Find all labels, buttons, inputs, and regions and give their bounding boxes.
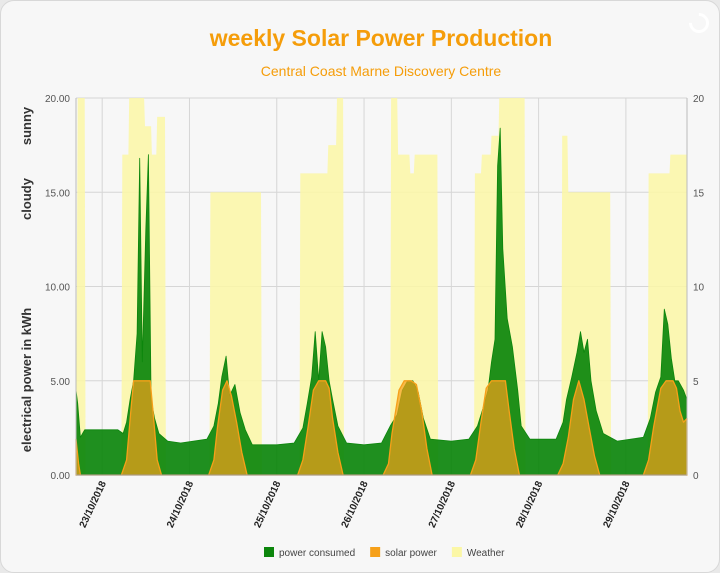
x-tick-label: 28/10/2018 (514, 479, 545, 529)
y-tick-label-left: 20.00 (45, 94, 70, 105)
y-tick-label-left: 10.00 (45, 283, 70, 294)
chart-subtitle: Central Coast Marne Discovery Centre (260, 63, 502, 79)
legend-label-power-consumed: power consumed (279, 548, 355, 559)
y-axis-label-sunny: sunny (19, 106, 34, 145)
series-weather-area (76, 98, 687, 475)
legend-label-weather: Weather (467, 548, 505, 559)
x-tick-label: 23/10/2018 (78, 479, 109, 529)
legend-swatch-power-consumed (264, 547, 274, 557)
y-axis-label: electrical power in kWh (19, 308, 34, 453)
chart-title: weekly Solar Power Production (209, 25, 553, 51)
x-tick-label: 27/10/2018 (427, 479, 458, 529)
y-tick-label-right: 10 (693, 283, 705, 294)
y-tick-label-right: 15 (693, 188, 705, 199)
y-tick-label-right: 20 (693, 94, 705, 105)
y-tick-label-right: 0 (693, 471, 699, 482)
x-tick-label: 25/10/2018 (252, 479, 283, 529)
y-tick-label-right: 5 (693, 377, 699, 388)
x-tick-label: 24/10/2018 (165, 479, 196, 529)
y-tick-label-left: 15.00 (45, 188, 70, 199)
y-axis-label-cloudy: cloudy (19, 177, 34, 220)
legend-label-solar-power: solar power (385, 548, 437, 559)
x-tick-label: 26/10/2018 (340, 479, 371, 529)
y-tick-label-left: 5.00 (51, 377, 71, 388)
legend-swatch-solar-power (370, 547, 381, 557)
y-tick-label-left: 0.00 (51, 471, 71, 482)
x-tick-label: 29/10/2018 (601, 479, 632, 529)
legend-swatch-weather (451, 547, 462, 557)
